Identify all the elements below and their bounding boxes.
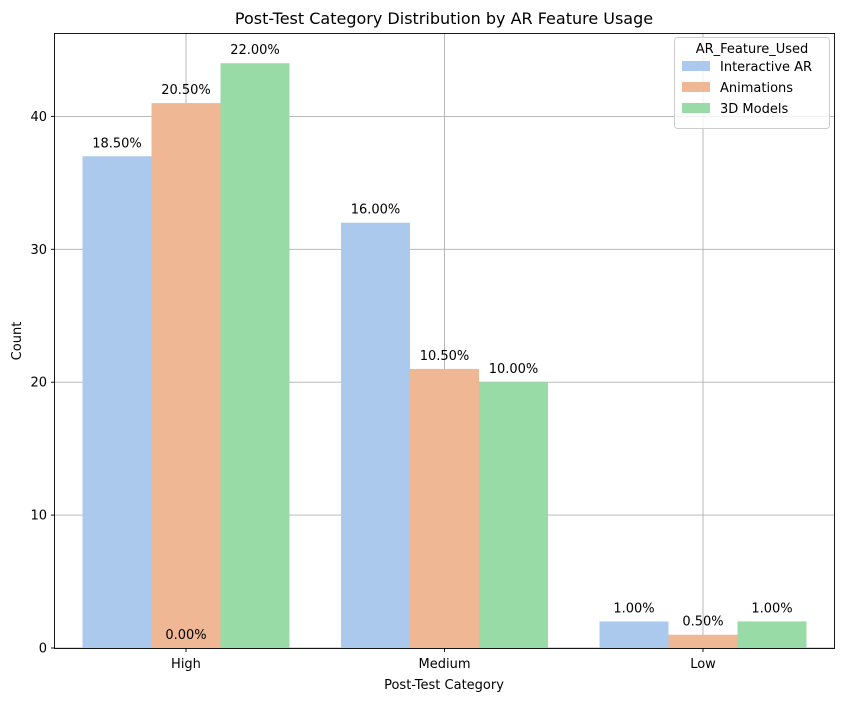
x-tick-label: Medium — [419, 657, 471, 672]
bar — [599, 621, 669, 648]
bar-value-label: 22.00% — [230, 43, 280, 58]
y-tick-label: 30 — [30, 243, 47, 258]
bar-value-label: 18.50% — [92, 136, 142, 151]
x-axis-label: Post-Test Category — [384, 678, 504, 693]
y-axis-ticks: 0 10 20 30 40 — [30, 110, 55, 657]
legend-item-label: Interactive AR — [720, 60, 812, 75]
chart-title: Post-Test Category Distribution by AR Fe… — [235, 9, 653, 28]
legend-items: Interactive AR Animations 3D Models — [682, 60, 812, 117]
y-axis-label: Count — [10, 322, 25, 361]
bar-value-label: 10.00% — [489, 362, 539, 377]
y-tick-label: 20 — [30, 376, 47, 391]
legend-swatch — [682, 82, 710, 92]
legend-swatch — [682, 103, 710, 113]
y-tick-label: 10 — [30, 509, 47, 524]
bar-value-label: 16.00% — [351, 203, 401, 218]
x-tick-label: Low — [690, 657, 716, 672]
bar — [479, 382, 548, 648]
bar-labels: 18.50% 16.00% 1.00% 20.50% 10.50% 0.50% 22.00%… — [92, 43, 792, 629]
bar — [151, 103, 221, 649]
bar — [737, 621, 807, 648]
legend-title: AR_Feature_Used — [696, 42, 809, 57]
bar-value-label: 1.00% — [613, 601, 654, 616]
legend-item-label: Animations — [720, 81, 793, 96]
bar — [82, 156, 152, 648]
x-axis-ticks: High Medium Low — [171, 648, 716, 672]
legend-item-label: 3D Models — [720, 102, 788, 117]
bar — [668, 634, 738, 648]
legend: AR_Feature_Used Interactive AR Animations… — [674, 37, 830, 129]
bars — [82, 63, 807, 649]
y-tick-label: 0 — [39, 642, 47, 657]
legend-box — [674, 37, 830, 129]
bar-value-label: 10.50% — [420, 349, 470, 364]
x-tick-label: High — [171, 657, 201, 672]
bar — [341, 222, 410, 648]
annotation-label: 0.00% — [165, 628, 206, 643]
bar — [220, 63, 290, 648]
bar-value-label: 1.00% — [751, 601, 792, 616]
bar — [410, 368, 479, 648]
bar-value-label: 20.50% — [161, 83, 211, 98]
legend-swatch — [682, 61, 710, 71]
bar-value-label: 0.50% — [682, 615, 723, 630]
y-tick-label: 40 — [30, 110, 47, 125]
annotations: 0.00% — [165, 628, 206, 643]
